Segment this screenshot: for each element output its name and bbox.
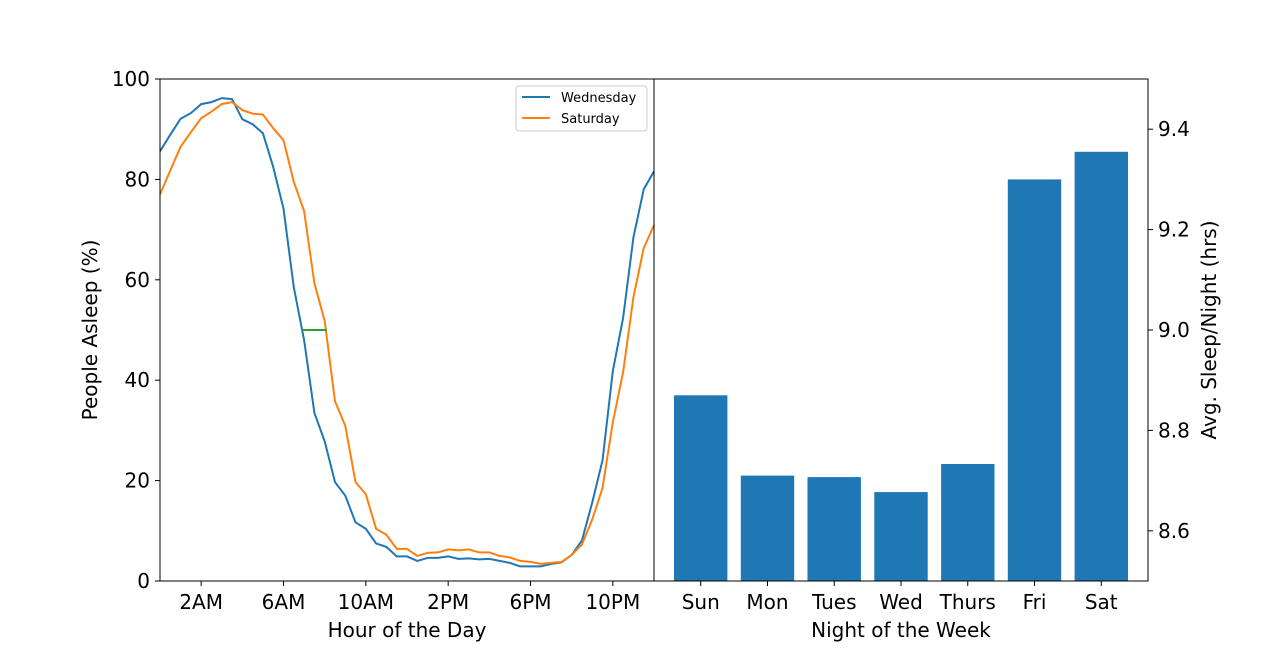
y-tick-label: 100: [112, 67, 150, 91]
right-y-axis-label: Avg. Sleep/Night (hrs): [1197, 220, 1221, 439]
legend: Wednesday Saturday: [515, 85, 648, 132]
x-tick-label: 10AM: [338, 590, 394, 614]
x-tick-label: 10PM: [585, 590, 640, 614]
left-x-axis-label: Hour of the Day: [328, 618, 487, 642]
right-y-tick-label: 9.0: [1158, 318, 1190, 342]
category-tick-label: Mon: [746, 590, 788, 614]
legend-label-wednesday: Wednesday: [561, 91, 637, 106]
right-y-tick-label: 9.4: [1158, 117, 1190, 141]
right-y-tick-label: 9.2: [1158, 218, 1190, 242]
y-tick-label: 20: [125, 469, 150, 493]
left-line-chart: 2AM 6AM 10AM 2PM 6PM 10PM 0 20 40 60 80 100 Hour o…: [78, 67, 655, 642]
left-plot-frame: [159, 78, 655, 582]
bar-wed: [874, 492, 928, 581]
right-x-axis-label: Night of the Week: [811, 618, 991, 642]
x-tick-label: 2AM: [179, 590, 223, 614]
series-line-saturday: [159, 101, 655, 565]
left-y-axis-label: People Asleep (%): [78, 240, 102, 421]
category-tick-label: Thurs: [939, 590, 996, 614]
bar-sat: [1074, 151, 1128, 582]
category-tick-label: Sat: [1085, 590, 1118, 614]
category-tick-label: Fri: [1023, 590, 1047, 614]
x-tick-label: 6PM: [509, 590, 551, 614]
bar-mon: [740, 475, 795, 581]
right-y-ticks: 8.6 8.8 9.0 9.2 9.4: [1148, 117, 1190, 543]
category-tick-label: Wed: [879, 590, 923, 614]
bar-tues: [807, 477, 861, 581]
right-bar-chart: Sun Mon Tues Wed Thurs Fri Sat 8.6 8.8 9.0 9.2 9.4…: [653, 78, 1221, 642]
bar-fri: [1007, 179, 1062, 581]
left-x-ticks: 2AM 6AM 10AM 2PM 6PM 10PM: [179, 581, 640, 614]
right-x-ticks: Sun Mon Tues Wed Thurs Fri Sat: [682, 581, 1118, 614]
legend-label-saturday: Saturday: [561, 112, 620, 127]
y-tick-label: 80: [125, 167, 150, 191]
x-tick-label: 2PM: [427, 590, 469, 614]
y-tick-label: 40: [125, 368, 150, 392]
bar-thurs: [941, 464, 995, 581]
series-line-wednesday: [159, 97, 655, 568]
y-tick-label: 60: [125, 268, 150, 292]
category-tick-label: Sun: [682, 590, 720, 614]
x-tick-label: 6AM: [262, 590, 306, 614]
left-y-ticks: 0 20 40 60 80 100: [112, 67, 160, 593]
bar-sun: [674, 395, 728, 581]
y-tick-label: 0: [137, 569, 150, 593]
right-y-tick-label: 8.6: [1158, 519, 1190, 543]
category-tick-label: Tues: [811, 590, 857, 614]
right-chart-bars: [674, 151, 1128, 582]
left-chart-lines: [159, 97, 655, 568]
right-y-tick-label: 8.8: [1158, 418, 1190, 442]
